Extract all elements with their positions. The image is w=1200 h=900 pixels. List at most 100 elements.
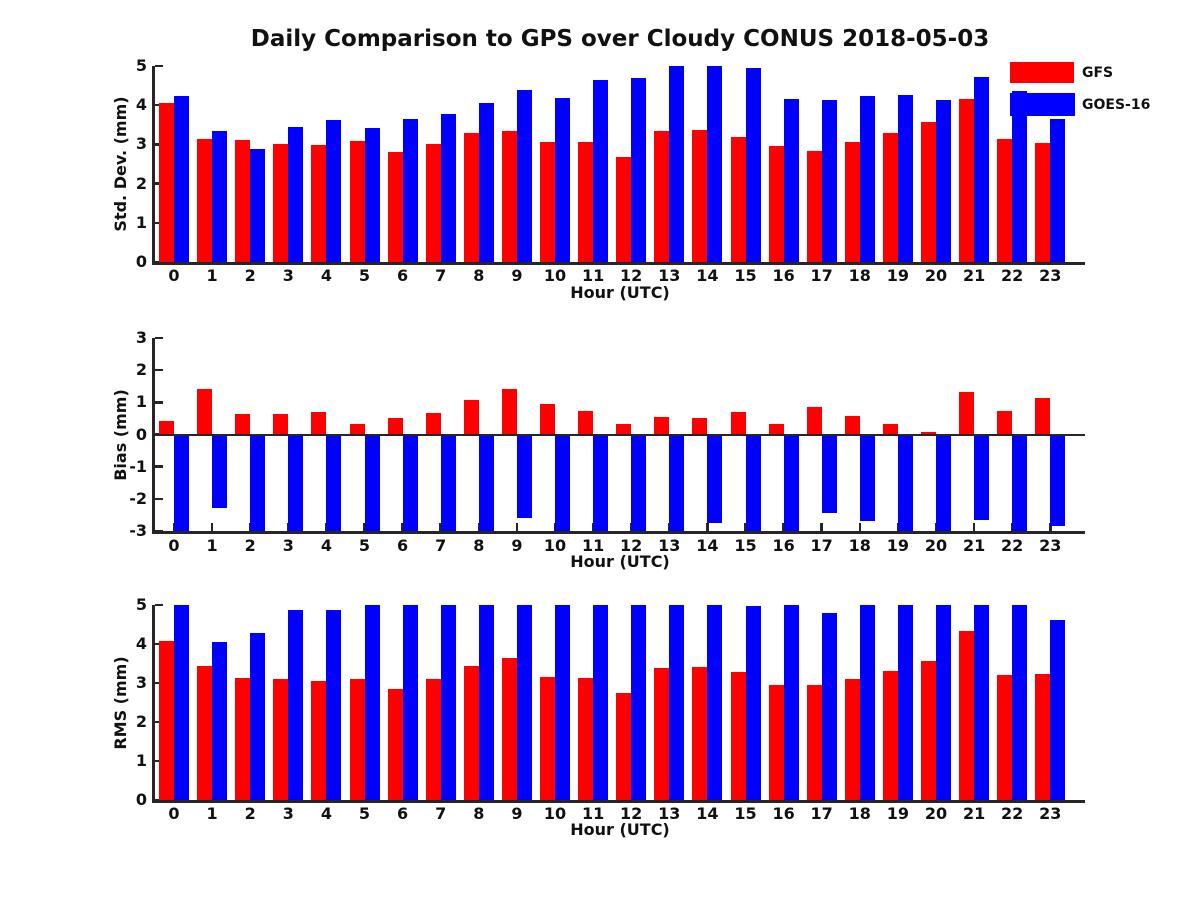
x-tick-label: 10 <box>543 804 567 823</box>
bar-goes16-h21 <box>974 434 990 521</box>
x-tick-label: 13 <box>658 266 681 285</box>
y-tick-label: 1 <box>135 751 147 770</box>
x-tick-label: 1 <box>206 804 218 823</box>
bar-goes16-h0 <box>174 605 189 800</box>
bar-gfs-h13 <box>654 130 670 262</box>
x-tick-label: 5 <box>358 536 371 555</box>
x-tick-label: 16 <box>772 266 795 285</box>
bar-gfs-h22 <box>997 411 1013 435</box>
x-tick <box>1049 254 1052 262</box>
bar-goes16-h16 <box>783 605 799 800</box>
x-tick-label: 22 <box>1001 266 1024 285</box>
bar-gfs-h8 <box>463 399 479 435</box>
x-tick-label: 2 <box>244 536 256 555</box>
bar-gfs-h2 <box>235 140 251 262</box>
x-tick <box>934 792 938 800</box>
x-tick-label: 12 <box>620 536 643 555</box>
x-axis-label-hour-utc: Hour (UTC) <box>570 552 670 571</box>
x-tick <box>668 254 671 262</box>
x-tick-label: 20 <box>924 804 948 823</box>
bar-goes16-h16 <box>783 434 799 531</box>
bar-goes16-h6 <box>402 605 418 800</box>
bar-gfs-h5 <box>349 679 365 800</box>
x-tick-label: 18 <box>848 804 871 823</box>
bar-gfs-h8 <box>463 665 479 800</box>
bar-goes16-h18 <box>859 605 875 800</box>
y-tick <box>155 798 163 802</box>
x-axis-label-hour-utc: Hour (UTC) <box>570 283 670 302</box>
x-tick <box>896 523 900 531</box>
x-tick <box>477 523 481 531</box>
bar-gfs-h6 <box>387 418 403 435</box>
bar-goes16-h23 <box>1050 619 1066 800</box>
bar-gfs-h20 <box>921 121 936 262</box>
goes16-legend-label: GOES-16 <box>1082 97 1151 113</box>
bar-goes16-h10 <box>555 434 570 531</box>
bar-goes16-h17 <box>821 613 837 800</box>
x-tick <box>706 523 709 531</box>
bar-gfs-h10 <box>540 676 555 800</box>
x-tick <box>591 523 595 531</box>
x-tick <box>896 254 900 262</box>
bar-goes16-h9 <box>516 89 532 262</box>
bar-gfs-h10 <box>540 142 555 262</box>
y-tick-label: 5 <box>135 56 147 75</box>
y-tick <box>155 433 163 436</box>
bar-goes16-h14 <box>707 66 723 262</box>
y-tick-label: 3 <box>135 673 147 692</box>
x-tick <box>210 254 214 262</box>
x-tick-label: 8 <box>473 266 485 285</box>
x-tick <box>439 792 442 800</box>
x-tick-label: 19 <box>886 804 910 823</box>
x-tick <box>706 792 709 800</box>
bar-goes16-h12 <box>631 605 647 800</box>
x-axis-spine <box>152 531 1085 534</box>
x-tick <box>934 523 938 531</box>
x-tick-label: 4 <box>320 266 332 285</box>
bar-gfs-h5 <box>349 141 365 262</box>
bar-gfs-h20 <box>921 431 936 435</box>
x-tick <box>325 792 328 800</box>
bar-gfs-h12 <box>616 423 632 435</box>
x-tick <box>172 792 176 800</box>
bar-gfs-h15 <box>730 136 746 262</box>
bar-goes16-h23 <box>1050 434 1066 527</box>
bar-gfs-h3 <box>273 679 289 800</box>
bar-goes16-h1 <box>212 434 228 509</box>
x-tick <box>744 523 747 531</box>
bar-gfs-h2 <box>235 414 251 435</box>
bar-goes16-h12 <box>631 77 647 262</box>
bar-goes16-h19 <box>897 434 913 531</box>
y-tick <box>155 497 163 501</box>
x-tick <box>515 523 519 531</box>
bar-goes16-h7 <box>440 605 456 800</box>
bar-gfs-h11 <box>578 142 594 262</box>
x-tick-label: 12 <box>620 804 643 823</box>
bar-goes16-h3 <box>288 434 304 531</box>
goes16-color-swatch <box>1010 93 1075 116</box>
bar-gfs-h6 <box>387 689 403 800</box>
x-tick <box>248 792 252 800</box>
bar-gfs-h0 <box>159 420 174 435</box>
x-tick <box>172 254 176 262</box>
x-tick-label: 21 <box>962 536 986 555</box>
bar-gfs-h23 <box>1035 398 1051 435</box>
x-tick-label: 6 <box>397 804 409 823</box>
bar-gfs-h14 <box>692 129 708 262</box>
bar-gfs-h10 <box>540 403 555 435</box>
x-tick-label: 23 <box>1039 804 1062 823</box>
x-tick-label: 11 <box>581 266 605 285</box>
y-tick <box>155 642 163 646</box>
x-tick-label: 11 <box>581 804 605 823</box>
x-tick-label: 2 <box>244 804 256 823</box>
x-tick <box>629 523 633 531</box>
x-tick-label: 1 <box>206 266 218 285</box>
bar-gfs-h23 <box>1035 673 1051 800</box>
x-tick-label: 19 <box>886 536 910 555</box>
x-tick <box>1049 523 1052 531</box>
bar-goes16-h21 <box>974 76 990 262</box>
bar-goes16-h0 <box>174 95 189 262</box>
bar-goes16-h8 <box>478 102 494 262</box>
bar-goes16-h15 <box>745 67 761 262</box>
